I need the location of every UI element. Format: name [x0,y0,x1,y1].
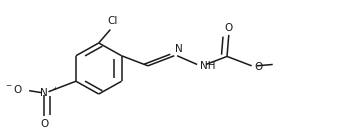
Text: N: N [41,88,48,98]
Text: O: O [254,62,263,72]
Text: N: N [174,44,182,54]
Text: O: O [225,23,233,33]
Text: $\mathregular{^+}$: $\mathregular{^+}$ [51,86,58,95]
Text: Cl: Cl [107,15,117,25]
Text: O: O [40,119,49,129]
Text: $\mathregular{^-}$O: $\mathregular{^-}$O [4,83,23,95]
Text: NH: NH [200,61,215,71]
